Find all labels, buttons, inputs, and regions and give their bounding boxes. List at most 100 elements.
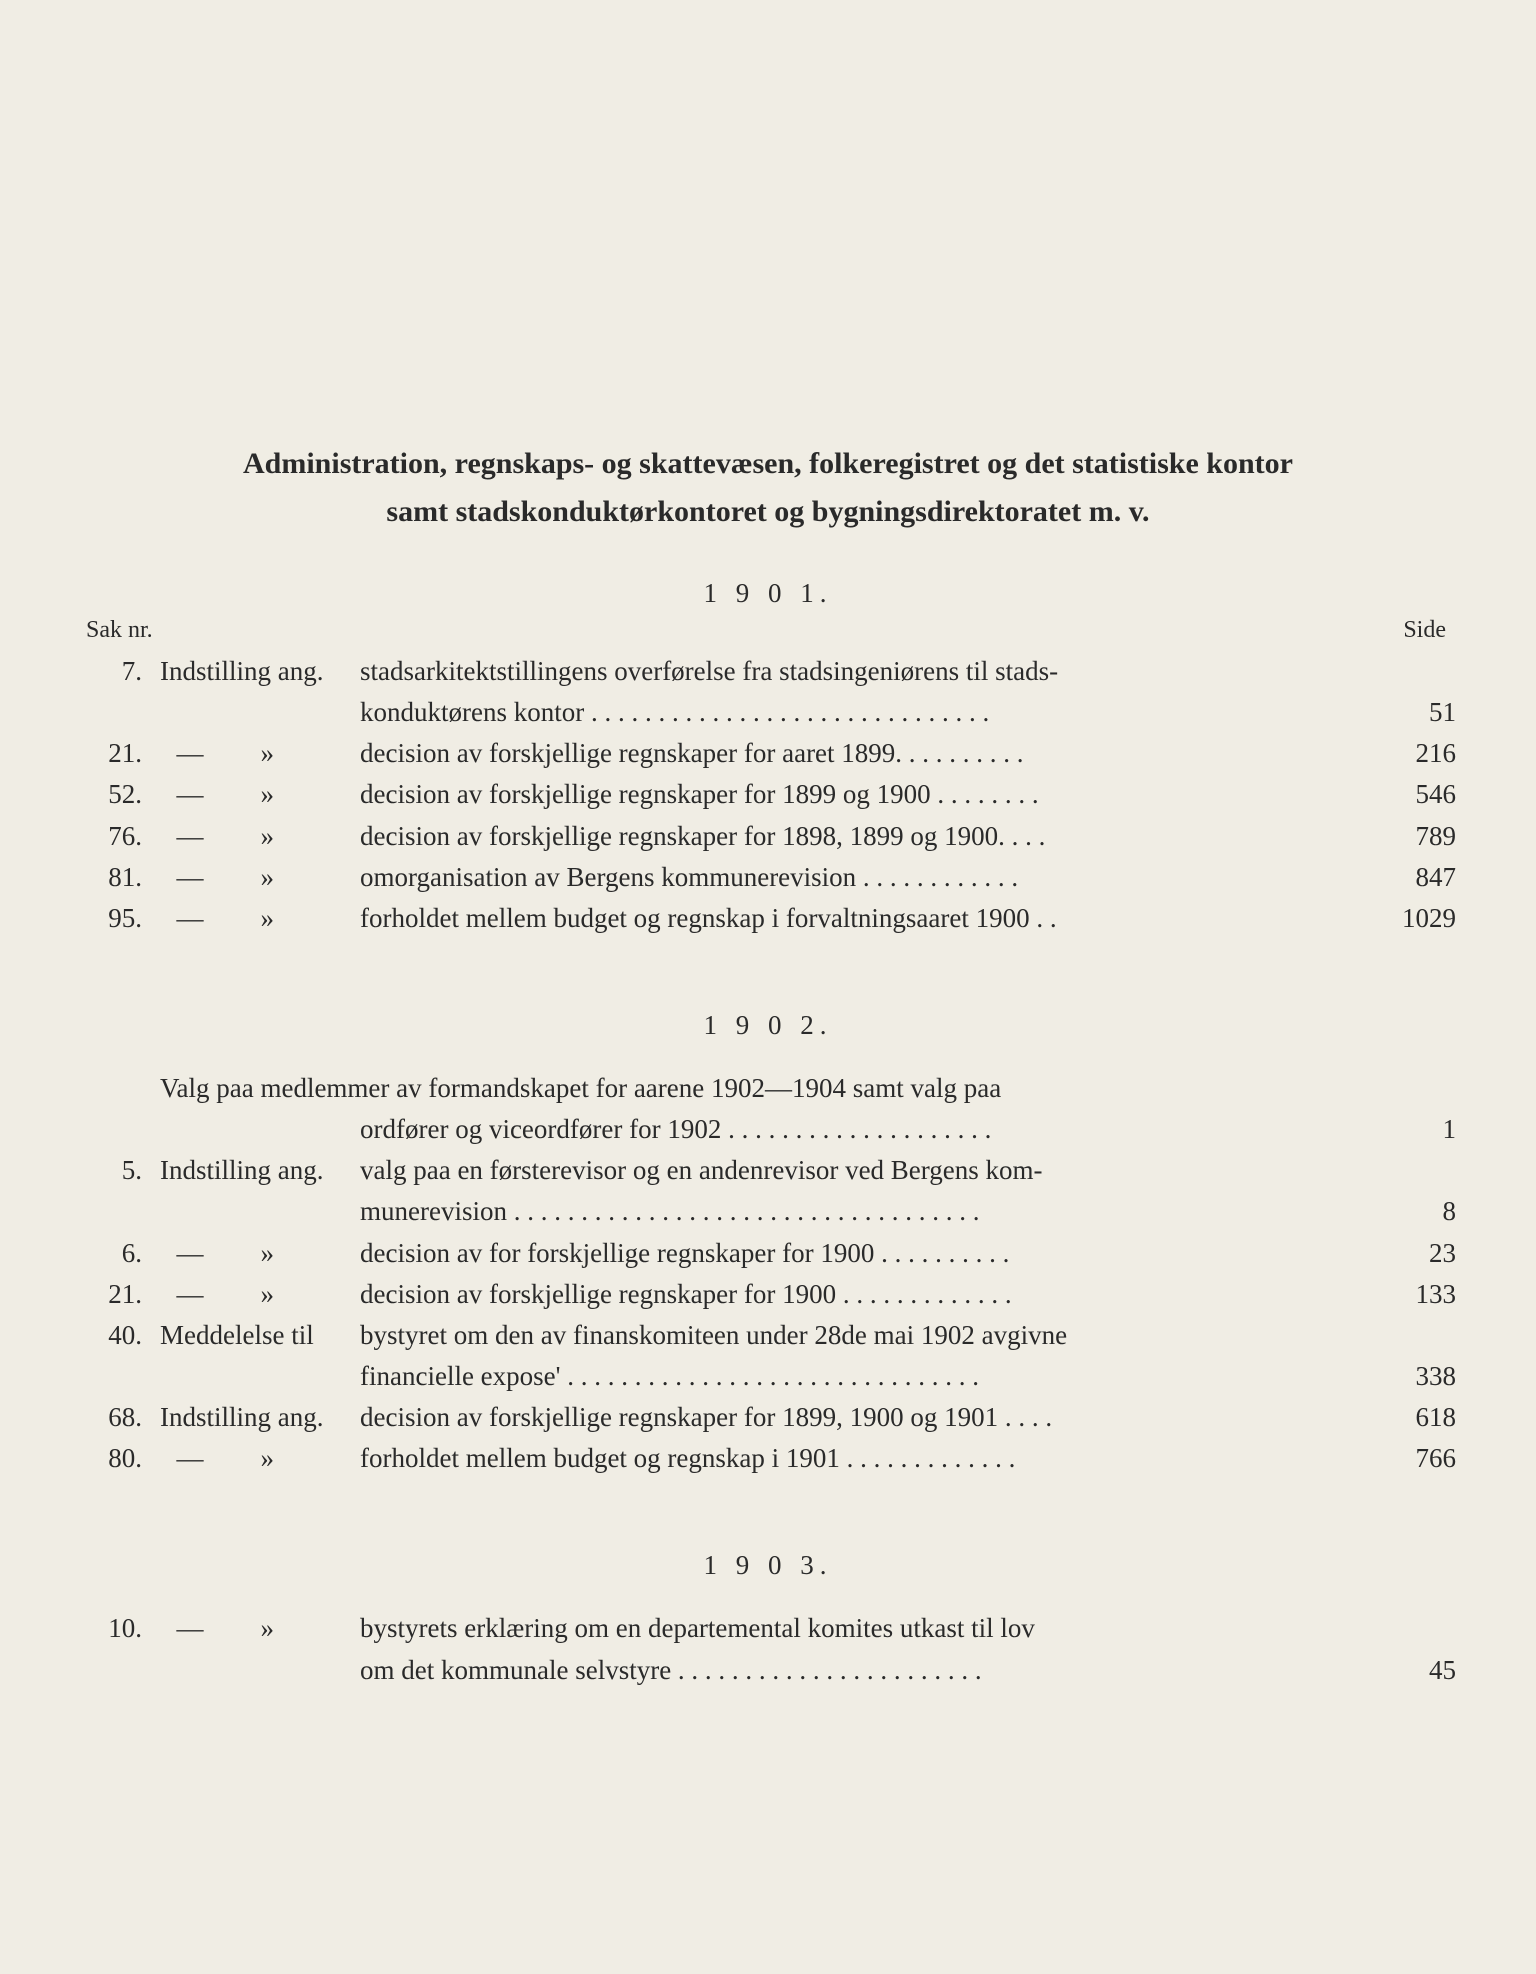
entry-text-line: decision av forskjellige regnskaper for … [360,738,1024,768]
ditto-dash: — [160,899,220,938]
entry-page: 1029 [1366,899,1456,938]
entry-type: Indstilling ang. [160,1398,360,1437]
entry-number: 80. [80,1439,160,1478]
title-line1: Administration, regnskaps- og skattevæse… [243,447,1293,480]
entry-text: decision av forskjellige regnskaper for … [360,1398,1366,1437]
sak-nr-label: Sak nr. [86,617,153,644]
entry-row: 10.— »bystyrets erklæring om en departem… [80,1609,1456,1648]
document-page: Administration, regnskaps- og skattevæse… [80,440,1456,1690]
entry-text: financielle expose' . . . . . . . . . . … [360,1357,1366,1396]
ditto-dash: — [160,817,220,856]
entry-type: — » [160,1275,360,1314]
entry-row: 68.Indstilling ang.decision av forskjell… [80,1398,1456,1437]
entry-text-line: bystyret om den av finanskomiteen under … [360,1320,1067,1350]
entry-type: — » [160,1439,360,1478]
year-heading: 1 9 0 2. [80,1010,1456,1041]
entry-row: 40.Meddelelse tilbystyret om den av fina… [80,1316,1456,1355]
main-title: Administration, regnskaps- og skattevæse… [80,440,1456,536]
entry-text-line: forholdet mellem budget og regnskap i 19… [360,1443,1015,1473]
entry-text-line: omorganisation av Bergens kommunerevisio… [360,862,1018,892]
column-headers: Sak nr. Side [80,617,1456,644]
entry-type: — » [160,775,360,814]
entry-row: 6.— »decision av for forskjellige regnsk… [80,1234,1456,1273]
entry-page: 45 [1366,1651,1456,1690]
entry-page: 847 [1366,858,1456,897]
entry-page: 766 [1366,1439,1456,1478]
entry-text: munerevision . . . . . . . . . . . . . .… [360,1192,1366,1231]
entry-row: 7.Indstilling ang.stadsarkitektstillinge… [80,652,1456,691]
entry-text: forholdet mellem budget og regnskap i fo… [360,899,1366,938]
entry-text-line: Valg paa medlemmer av formandskapet for … [160,1073,1001,1103]
ditto-quote: » [220,1275,274,1314]
entry-number: 52. [80,775,160,814]
year-heading: 1 9 0 3. [80,1550,1456,1581]
entry-type: — » [160,734,360,773]
entry-type: Indstilling ang. [160,1151,360,1190]
entry-row: konduktørens kontor . . . . . . . . . . … [80,693,1456,732]
entry-number: 7. [80,652,160,691]
entry-text: decision av for forskjellige regnskaper … [360,1234,1366,1273]
entry-text: om det kommunale selvstyre . . . . . . .… [360,1651,1366,1690]
entry-text-line: stadsarkitektstillingens overførelse fra… [360,656,1058,686]
entry-row: 5.Indstilling ang.valg paa en førsterevi… [80,1151,1456,1190]
entry-number: 10. [80,1609,160,1648]
entry-text-line: munerevision . . . . . . . . . . . . . .… [360,1196,979,1226]
entry-text: decision av forskjellige regnskaper for … [360,817,1366,856]
entry-page: 789 [1366,817,1456,856]
ditto-quote: » [220,775,274,814]
entry-number: 21. [80,1275,160,1314]
entry-text: stadsarkitektstillingens overførelse fra… [360,652,1366,691]
ditto-quote: » [220,1609,274,1648]
side-label: Side [1403,617,1446,644]
entry-text-line: financielle expose' . . . . . . . . . . … [360,1361,979,1391]
entry-text: forholdet mellem budget og regnskap i 19… [360,1439,1366,1478]
entry-row: 21.— »decision av forskjellige regnskape… [80,1275,1456,1314]
entry-text-line: forholdet mellem budget og regnskap i fo… [360,903,1057,933]
ditto-dash: — [160,775,220,814]
entry-text: bystyrets erklæring om en departemental … [360,1609,1366,1648]
entry-number: 76. [80,817,160,856]
entry-text-line: decision av for forskjellige regnskaper … [360,1238,1009,1268]
title-line2: samt stadskonduktørkontoret og bygningsd… [386,495,1149,528]
sections-container: 1 9 0 1.Sak nr.Side7.Indstilling ang.sta… [80,578,1456,1690]
entry-text-line: valg paa en førsterevisor og en andenrev… [360,1155,1043,1185]
entry-type: — » [160,817,360,856]
entry-row: munerevision . . . . . . . . . . . . . .… [80,1192,1456,1231]
entry-page: 133 [1366,1275,1456,1314]
entry-text: decision av forskjellige regnskaper for … [360,775,1366,814]
entry-text: bystyret om den av finanskomiteen under … [360,1316,1366,1355]
ditto-dash: — [160,1234,220,1273]
ditto-dash: — [160,1275,220,1314]
ditto-dash: — [160,734,220,773]
entry-text-line: decision av forskjellige regnskaper for … [360,821,1045,851]
entry-number: 6. [80,1234,160,1273]
entry-text-line: decision av forskjellige regnskaper for … [360,1279,1012,1309]
entry-row: om det kommunale selvstyre . . . . . . .… [80,1651,1456,1690]
ditto-dash: — [160,1609,220,1648]
entry-text-line: om det kommunale selvstyre . . . . . . .… [360,1655,982,1685]
entry-page: 51 [1366,693,1456,732]
entry-type: — » [160,858,360,897]
entry-type: Meddelelse til [160,1316,360,1355]
entry-text-line: bystyrets erklæring om en departemental … [360,1613,1035,1643]
entry-type: — » [160,1609,360,1648]
entry-text: omorganisation av Bergens kommunerevisio… [360,858,1366,897]
entry-row: Valg paa medlemmer av formandskapet for … [80,1069,1456,1108]
entry-type: — » [160,899,360,938]
ditto-quote: » [220,817,274,856]
ditto-quote: » [220,734,274,773]
entry-number: 5. [80,1151,160,1190]
ditto-dash: — [160,1439,220,1478]
entry-text: decision av forskjellige regnskaper for … [360,734,1366,773]
ditto-quote: » [220,1439,274,1478]
entry-row: 21.— »decision av forskjellige regnskape… [80,734,1456,773]
entry-page: 8 [1366,1192,1456,1231]
entry-row: 80.— »forholdet mellem budget og regnska… [80,1439,1456,1478]
entry-number: 95. [80,899,160,938]
entry-page: 546 [1366,775,1456,814]
entry-row: 95.— »forholdet mellem budget og regnska… [80,899,1456,938]
entry-page: 216 [1366,734,1456,773]
year-heading: 1 9 0 1. [80,578,1456,609]
entry-text-line: decision av forskjellige regnskaper for … [360,1402,1052,1432]
entry-text-line: decision av forskjellige regnskaper for … [360,779,1039,809]
